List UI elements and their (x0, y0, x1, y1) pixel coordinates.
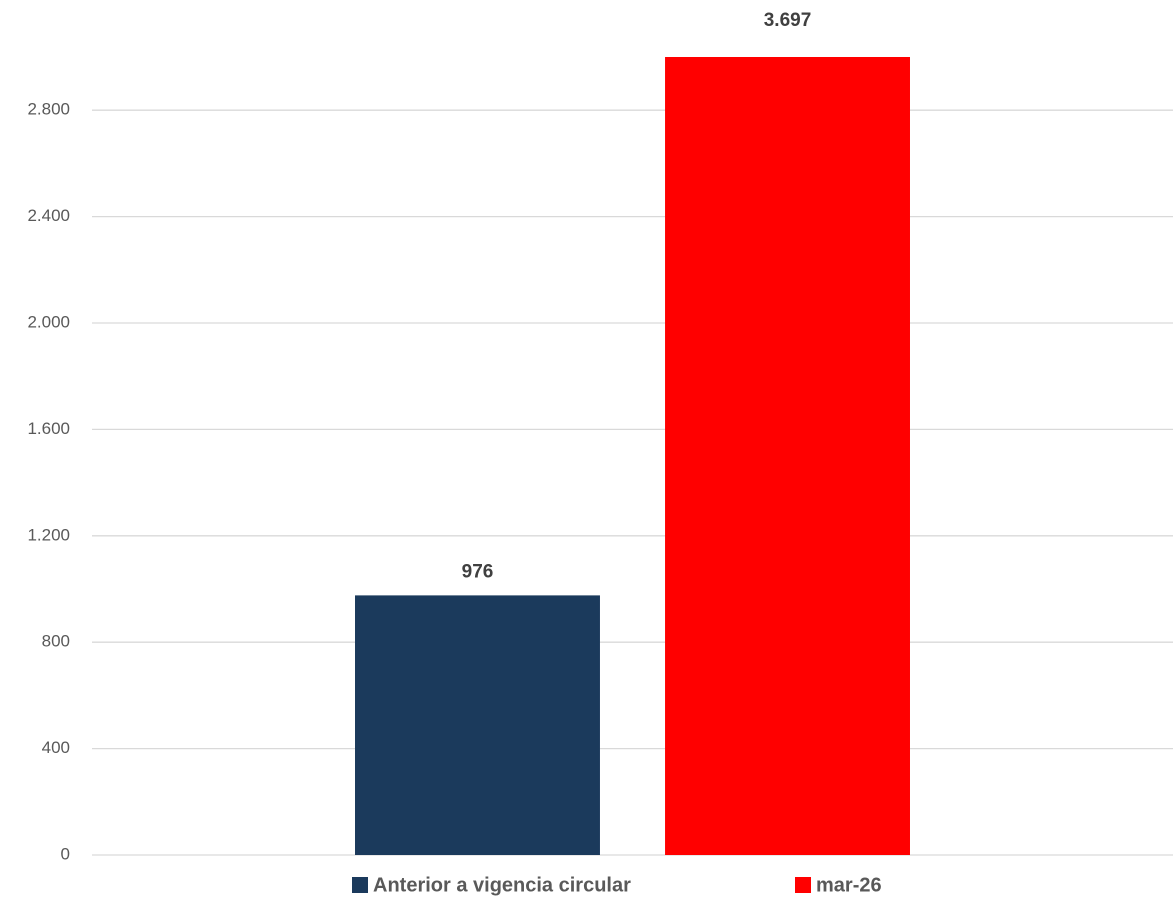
y-tick-label: 800 (42, 632, 70, 651)
y-tick-label: 2.400 (27, 206, 70, 225)
y-tick-label: 2.800 (27, 100, 70, 119)
y-tick-label: 0 (61, 844, 70, 863)
y-tick-label: 1.200 (27, 525, 70, 544)
value-label: 976 (462, 561, 494, 582)
bar (355, 595, 600, 855)
y-tick-label: 2.000 (27, 312, 70, 331)
legend-swatch (795, 877, 811, 893)
value-label: 3.697 (764, 10, 812, 31)
y-tick-label: 400 (42, 738, 70, 757)
legend-swatch (352, 877, 368, 893)
plot-area (355, 57, 910, 855)
legend-label: mar-26 (816, 874, 882, 896)
bar (665, 57, 910, 855)
legend-label: Anterior a vigencia circular (373, 874, 631, 896)
y-tick-label: 1.600 (27, 419, 70, 438)
